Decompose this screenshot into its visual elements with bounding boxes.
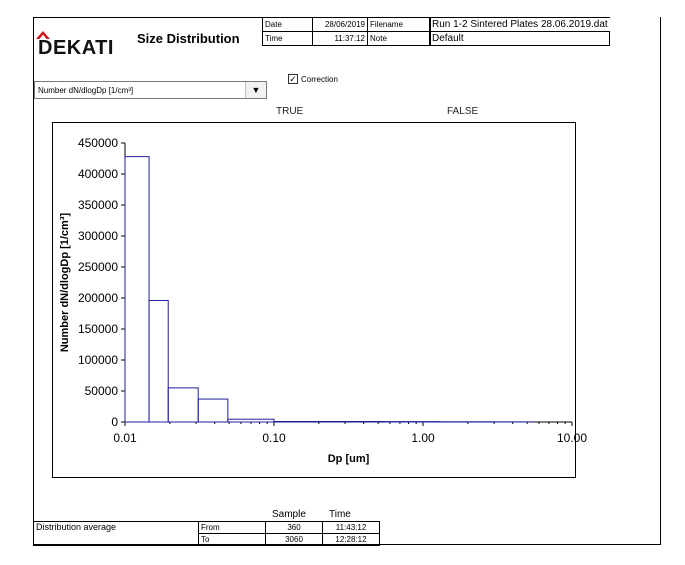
y-tick-label: 150000 [78,322,118,336]
flag-true: TRUE [276,106,304,117]
y-tick-label: 100000 [78,353,118,367]
chart-axes [121,142,573,426]
chart-frame [52,122,576,478]
x-tick-label: 10.00 [557,431,587,445]
file-note-table: Run 1-2 Sintered Plates 28.06.2019.dat D… [428,17,611,46]
y-axis-title: Number dN/dlogDp [1/cm³] [59,213,71,353]
from-time: 11:43:12 [322,521,380,534]
logo-text: DEKATI [38,37,114,59]
y-tick-label: 200000 [78,291,118,305]
sample-header: Sample [272,509,306,520]
to-sample: 3060 [265,533,323,546]
from-sample: 360 [265,521,323,534]
distribution-average-label: Distribution average [33,521,199,546]
histogram-bar [197,398,229,423]
note-value: Default [428,31,611,46]
time-header: Time [329,509,351,520]
quantity-select-value: Number dN/dlogDp [1/cm³] [38,86,134,95]
histogram-bar [148,299,169,423]
y-tick-label: 450000 [78,136,118,150]
x-tick-label: 0.10 [262,431,286,445]
from-label: From [198,521,266,534]
histogram-bar [227,418,275,423]
y-tick-label: 350000 [78,198,118,212]
to-label: To [198,533,266,546]
x-tick-label: 1.00 [411,431,435,445]
x-axis-title: Dp [um] [328,453,370,465]
distribution-average-table: Distribution average From 360 11:43:12 T… [33,521,380,546]
y-tick-label: 50000 [85,384,119,398]
flag-false: FALSE [447,106,479,117]
correction-label: Correction [301,75,338,84]
date-time-table: Date 28/06/2019 Filename Time 11:37:12 N… [262,17,431,46]
y-tick-label: 250000 [78,260,118,274]
quantity-select[interactable]: Number dN/dlogDp [1/cm³] ▼ [34,81,267,99]
page-title: Size Distribution [137,31,240,46]
chart-labels: 0 50000 100000 150000 200000 250000 300000 3500… [59,136,587,465]
histogram-bar [124,156,150,423]
y-tick-label: 0 [111,415,118,429]
x-tick-label: 0.01 [113,431,137,445]
chart-bars [124,156,534,423]
sheet-top-border [33,17,262,18]
time-label: Time [262,31,313,46]
chevron-down-icon[interactable]: ▼ [245,82,266,98]
note-label: Note [367,31,431,46]
correction-checkbox[interactable]: ✓ [288,74,298,84]
y-tick-label: 300000 [78,229,118,243]
y-tick-label: 400000 [78,167,118,181]
histogram-bar [167,387,199,423]
to-time: 12:28:12 [322,533,380,546]
